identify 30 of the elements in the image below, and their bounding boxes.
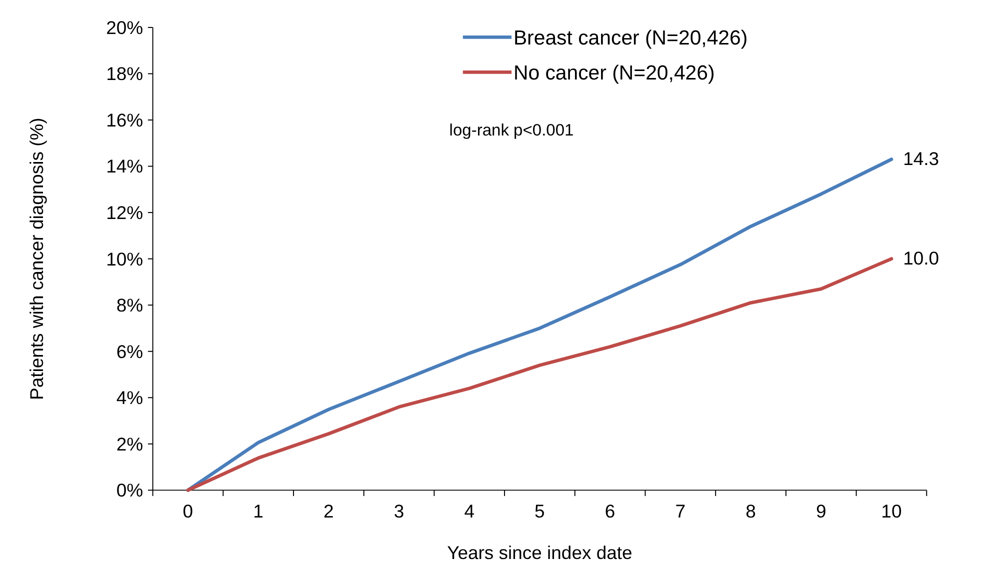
x-tick-label: 2: [324, 500, 334, 522]
y-tick-label: 6%: [116, 340, 144, 362]
data-label: 10.0: [903, 248, 940, 269]
annotation: log-rank p<0.001: [449, 120, 574, 140]
x-tick-label: 10: [881, 500, 902, 522]
y-tick-label: 14%: [106, 156, 144, 177]
x-tick-label: 7: [675, 500, 686, 522]
y-tick-label: 8%: [116, 294, 144, 316]
x-tick-label: 3: [394, 500, 404, 522]
x-tick-label: 0: [182, 500, 194, 522]
legend-label: Breast cancer (N=20,426): [513, 27, 748, 50]
line-series: [186, 257, 894, 492]
data-label: 14.3: [903, 148, 940, 170]
x-tick-label: 5: [534, 500, 545, 522]
y-tick-label: 16%: [106, 109, 144, 130]
y-tick-label: 10%: [106, 248, 144, 270]
y-tick-label: 0%: [116, 480, 144, 501]
y-tick-label: 4%: [116, 387, 144, 408]
x-tick-label: 1: [253, 500, 264, 522]
y-tick-label: 12%: [106, 202, 144, 224]
x-tick-label: 8: [746, 500, 756, 522]
y-tick-label: 2%: [116, 433, 144, 454]
x-axis-title: Years since index date: [447, 542, 632, 564]
y-tick-label: 18%: [106, 63, 144, 84]
x-tick-label: 6: [604, 500, 616, 522]
y-tick-label: 20%: [106, 16, 144, 38]
x-tick-label: 9: [816, 500, 826, 522]
x-tick-label: 4: [464, 500, 474, 522]
y-axis-title: Patients with cancer diagnosis (%): [26, 118, 47, 400]
legend-label: No cancer (N=20,426): [513, 62, 715, 84]
